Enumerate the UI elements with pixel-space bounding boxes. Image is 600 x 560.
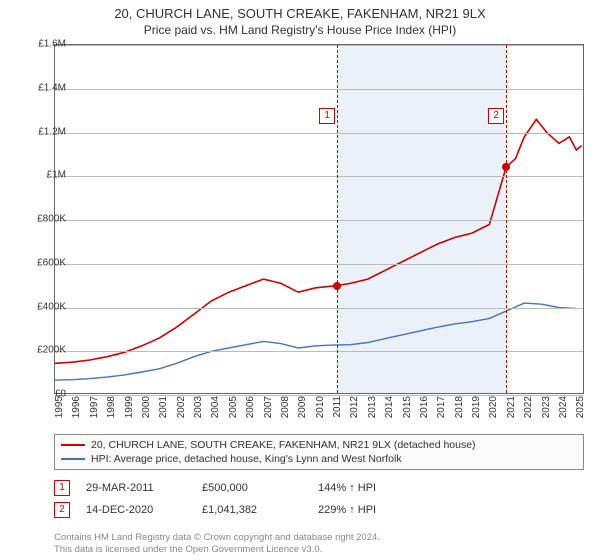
x-axis-label: 1997 bbox=[89, 396, 100, 418]
footer-line-1: Contains HM Land Registry data © Crown c… bbox=[54, 532, 380, 544]
event-price-2: £1,041,382 bbox=[202, 504, 302, 516]
gridline-h bbox=[55, 220, 583, 221]
gridline-h bbox=[55, 264, 583, 265]
chart-area: 12 1995199619971998199920002001200220032… bbox=[54, 44, 584, 394]
x-axis-label: 2020 bbox=[488, 396, 499, 418]
y-axis-label: £800K bbox=[37, 214, 66, 225]
legend-item-property: 20, CHURCH LANE, SOUTH CREAKE, FAKENHAM,… bbox=[61, 438, 577, 452]
transaction-marker bbox=[333, 282, 341, 290]
event-change-2: 229% ↑ HPI bbox=[318, 504, 418, 516]
x-axis-label: 2015 bbox=[402, 396, 413, 418]
y-axis-label: £1.6M bbox=[38, 39, 66, 50]
x-axis-label: 2005 bbox=[228, 396, 239, 418]
x-axis-label: 2012 bbox=[349, 396, 360, 418]
x-axis-label: 2014 bbox=[384, 396, 395, 418]
x-axis-label: 1999 bbox=[124, 396, 135, 418]
legend-item-hpi: HPI: Average price, detached house, King… bbox=[61, 452, 577, 466]
x-axis-label: 2024 bbox=[558, 396, 569, 418]
event-date-1: 29-MAR-2011 bbox=[86, 482, 186, 494]
x-axis-label: 2006 bbox=[245, 396, 256, 418]
x-axis-label: 2025 bbox=[575, 396, 586, 418]
x-axis-label: 1996 bbox=[71, 396, 82, 418]
transaction-marker bbox=[502, 163, 510, 171]
x-axis-label: 2002 bbox=[176, 396, 187, 418]
transaction-band bbox=[337, 45, 506, 393]
legend-swatch-property bbox=[61, 444, 85, 446]
x-axis-label: 2003 bbox=[193, 396, 204, 418]
footer: Contains HM Land Registry data © Crown c… bbox=[54, 532, 380, 556]
gridline-h bbox=[55, 351, 583, 352]
event-marker-box: 2 bbox=[488, 108, 504, 124]
x-axis-label: 2001 bbox=[158, 396, 169, 418]
legend-swatch-hpi bbox=[61, 458, 85, 460]
y-axis-label: £1.4M bbox=[38, 82, 66, 93]
title-line-1: 20, CHURCH LANE, SOUTH CREAKE, FAKENHAM,… bbox=[0, 0, 600, 21]
x-axis-label: 2023 bbox=[541, 396, 552, 418]
y-axis-label: £1.2M bbox=[38, 126, 66, 137]
y-axis-label: £600K bbox=[37, 257, 66, 268]
x-axis-label: 2017 bbox=[436, 396, 447, 418]
gridline-h bbox=[55, 45, 583, 46]
x-axis-label: 2008 bbox=[280, 396, 291, 418]
event-line bbox=[506, 45, 507, 393]
event-date-2: 14-DEC-2020 bbox=[86, 504, 186, 516]
y-axis-label: £400K bbox=[37, 301, 66, 312]
event-number-2: 2 bbox=[54, 502, 70, 518]
x-axis-label: 2022 bbox=[523, 396, 534, 418]
gridline-h bbox=[55, 308, 583, 309]
x-axis-label: 2016 bbox=[419, 396, 430, 418]
x-axis-label: 2011 bbox=[332, 396, 343, 418]
gridline-h bbox=[55, 89, 583, 90]
x-axis-label: 1998 bbox=[106, 396, 117, 418]
y-axis-label: £200K bbox=[37, 345, 66, 356]
title-line-2: Price paid vs. HM Land Registry's House … bbox=[0, 21, 600, 41]
x-axis-label: 2019 bbox=[471, 396, 482, 418]
event-row-2: 2 14-DEC-2020 £1,041,382 229% ↑ HPI bbox=[54, 502, 418, 518]
x-axis-label: 2018 bbox=[454, 396, 465, 418]
footer-line-2: This data is licensed under the Open Gov… bbox=[54, 544, 380, 556]
gridline-h bbox=[55, 176, 583, 177]
x-axis-label: 2000 bbox=[141, 396, 152, 418]
x-axis-label: 2007 bbox=[263, 396, 274, 418]
event-number-1: 1 bbox=[54, 480, 70, 496]
x-axis-label: 2004 bbox=[210, 396, 221, 418]
x-axis-label: 2013 bbox=[367, 396, 378, 418]
x-axis-label: 2021 bbox=[506, 396, 517, 418]
event-row-1: 1 29-MAR-2011 £500,000 144% ↑ HPI bbox=[54, 480, 418, 496]
event-price-1: £500,000 bbox=[202, 482, 302, 494]
plot-box: 12 bbox=[54, 44, 584, 394]
x-axis-label: 2009 bbox=[297, 396, 308, 418]
y-axis-label: £0 bbox=[55, 389, 66, 400]
event-line bbox=[337, 45, 338, 393]
event-change-1: 144% ↑ HPI bbox=[318, 482, 418, 494]
legend-label-property: 20, CHURCH LANE, SOUTH CREAKE, FAKENHAM,… bbox=[91, 439, 476, 451]
legend-label-hpi: HPI: Average price, detached house, King… bbox=[91, 453, 402, 465]
y-axis-label: £1M bbox=[47, 170, 66, 181]
event-marker-box: 1 bbox=[319, 108, 335, 124]
gridline-h bbox=[55, 133, 583, 134]
x-axis-label: 2010 bbox=[315, 396, 326, 418]
legend-box: 20, CHURCH LANE, SOUTH CREAKE, FAKENHAM,… bbox=[54, 434, 584, 470]
